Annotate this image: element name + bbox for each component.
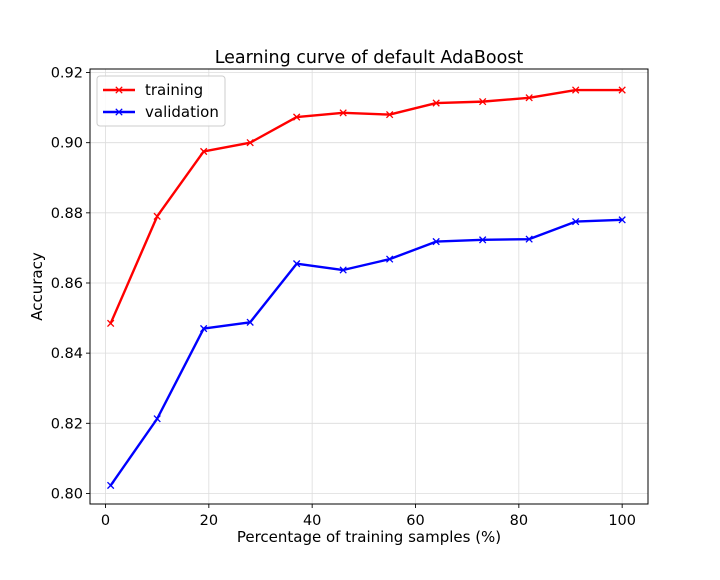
legend: training validation: [96, 75, 226, 127]
x-tick-label: 100: [608, 513, 636, 529]
training-point: [479, 97, 487, 106]
y-axis-label: Accuracy: [28, 252, 46, 321]
training-point: [153, 212, 161, 220]
training-point: [525, 94, 533, 102]
y-tick-label: 0.82: [51, 416, 83, 432]
validation-point: [293, 260, 301, 268]
y-tick-label: 0.80: [51, 486, 83, 502]
validation-point: [246, 318, 254, 326]
y-tick-label: 0.84: [51, 346, 83, 362]
legend-box: [96, 75, 226, 127]
validation-point: [386, 255, 394, 263]
x-tick-label: 40: [303, 513, 321, 529]
chart-title: Learning curve of default AdaBoost: [215, 48, 524, 68]
x-tick-label: 20: [200, 513, 218, 529]
validation-point: [525, 235, 533, 243]
training-point: [293, 113, 301, 121]
training-point: [432, 99, 440, 107]
series-lines: [107, 86, 626, 490]
training-point: [200, 147, 208, 156]
axis-ticks: 0 20 40 60 80 100 0.80 0.82 0.84 0.86 0.88 0.90 0.92: [51, 66, 636, 529]
grid-lines: [90, 69, 648, 504]
training-point: [246, 139, 254, 147]
legend-marker: [115, 108, 123, 116]
validation-point: [432, 237, 440, 246]
y-tick-label: 0.86: [51, 276, 83, 292]
validation-point: [200, 324, 208, 333]
training-point: [107, 319, 115, 327]
y-tick-label: 0.92: [51, 66, 83, 82]
validation-point: [479, 236, 487, 244]
validation-point: [107, 481, 115, 490]
training-line: [109, 88, 624, 325]
y-tick-label: 0.88: [51, 206, 83, 222]
plot-area-frame: [89, 68, 649, 505]
x-axis-label: Percentage of training samples (%): [237, 528, 501, 546]
validation-line: [109, 218, 624, 487]
legend-label: training: [145, 81, 203, 99]
training-point: [339, 109, 347, 117]
training-point: [386, 110, 394, 119]
legend-marker: [115, 86, 123, 94]
x-tick-label: 0: [101, 513, 110, 529]
training-point: [572, 86, 580, 94]
x-tick-label: 60: [406, 513, 424, 529]
validation-point: [339, 266, 347, 274]
x-tick-label: 80: [510, 513, 528, 529]
validation-point: [618, 216, 626, 224]
validation-point: [153, 415, 161, 423]
training-point: [618, 86, 626, 94]
legend-label: validation: [145, 103, 219, 121]
validation-point: [572, 217, 580, 226]
y-tick-label: 0.90: [51, 136, 83, 152]
